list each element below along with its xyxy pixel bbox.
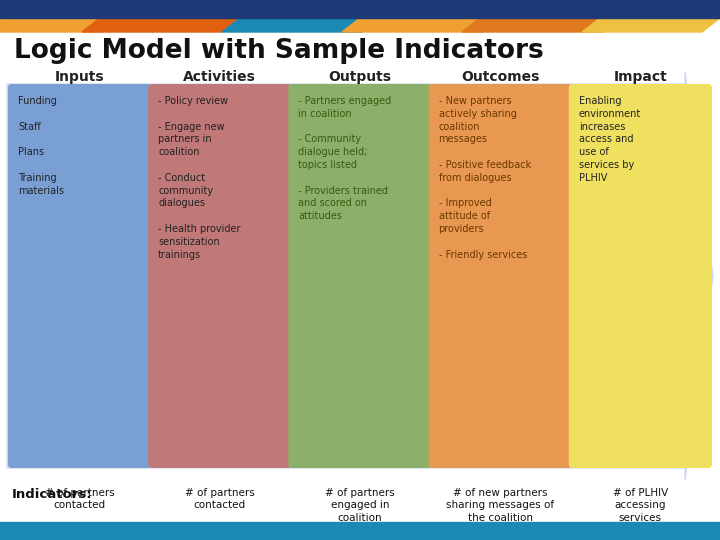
Text: Inputs: Inputs [55, 70, 104, 84]
FancyBboxPatch shape [428, 84, 572, 468]
Text: Enabling
environment
increases
access and
use of
services by
PLHIV: Enabling environment increases access an… [579, 96, 641, 183]
Text: Indicators:: Indicators: [12, 488, 93, 501]
Bar [0, 522, 720, 540]
FancyBboxPatch shape [148, 84, 292, 468]
Text: Impact: Impact [613, 70, 667, 84]
Text: Activities: Activities [184, 70, 256, 84]
FancyBboxPatch shape [569, 84, 712, 468]
Text: # of PLHIV
accessing
services: # of PLHIV accessing services [613, 488, 668, 523]
Polygon shape [82, 18, 240, 32]
FancyBboxPatch shape [289, 84, 431, 468]
Text: # of partners
contacted: # of partners contacted [45, 488, 114, 510]
Text: # of partners
engaged in
coalition: # of partners engaged in coalition [325, 488, 395, 523]
Polygon shape [342, 18, 500, 32]
Text: - New partners
actively sharing
coalition
messages

- Positive feedback
from dia: - New partners actively sharing coalitio… [438, 96, 531, 260]
Polygon shape [222, 18, 380, 32]
Polygon shape [7, 72, 713, 480]
Text: Funding

Staff

Plans

Training
materials: Funding Staff Plans Training materials [18, 96, 64, 195]
Text: - Partners engaged
in coalition

- Community
dialogue held;
topics listed

- Pro: - Partners engaged in coalition - Commun… [298, 96, 392, 221]
Text: Outputs: Outputs [328, 70, 392, 84]
Text: - Policy review

- Engage new
partners in
coalition

- Conduct
community
dialogu: - Policy review - Engage new partners in… [158, 96, 240, 260]
Text: Outcomes: Outcomes [461, 70, 539, 84]
Text: Logic Model with Sample Indicators: Logic Model with Sample Indicators [14, 38, 544, 64]
FancyBboxPatch shape [8, 84, 151, 468]
Polygon shape [0, 18, 120, 32]
Text: # of new partners
sharing messages of
the coalition: # of new partners sharing messages of th… [446, 488, 554, 523]
Polygon shape [462, 18, 620, 32]
Polygon shape [582, 18, 720, 32]
Text: # of partners
contacted: # of partners contacted [185, 488, 255, 510]
Bar [0, 0, 720, 18]
